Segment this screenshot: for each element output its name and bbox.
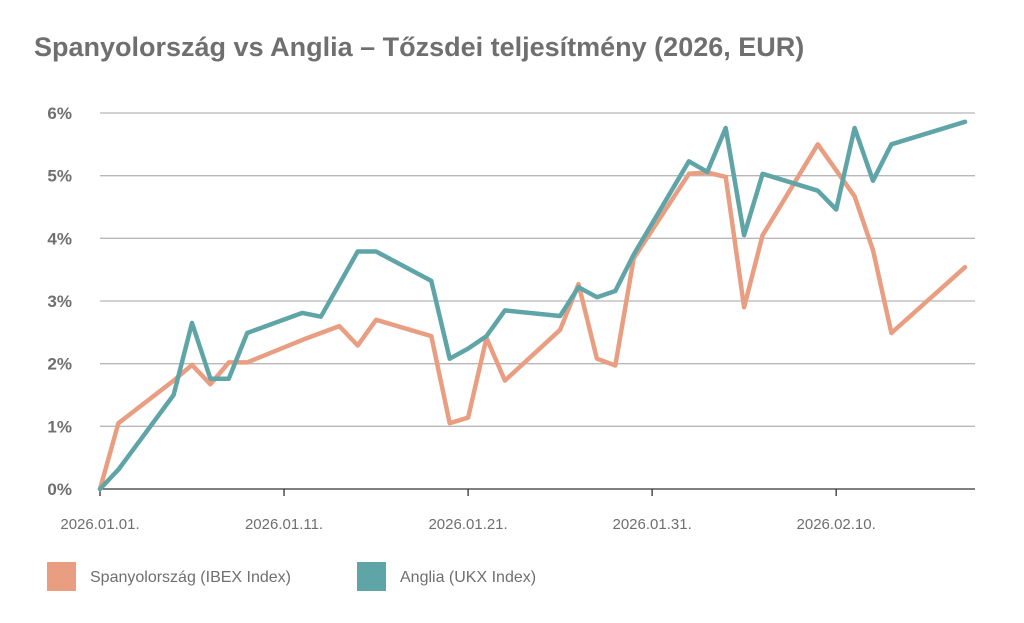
y-tick-label: 2% bbox=[47, 355, 72, 374]
legend-item-1: Spanyolország (IBEX Index) bbox=[47, 562, 291, 591]
series-lines bbox=[97, 119, 968, 492]
y-tick-label: 3% bbox=[47, 292, 72, 311]
legend: Spanyolország (IBEX Index) Anglia (UKX In… bbox=[47, 562, 536, 591]
x-tick-label: 2026.01.01. bbox=[60, 516, 139, 533]
y-axis-ticks: 0% 1% 2% 3% 4% 5% 6% bbox=[47, 104, 72, 499]
y-tick-label: 4% bbox=[47, 229, 72, 248]
y-tick-label: 0% bbox=[47, 480, 72, 499]
legend-label: Spanyolország (IBEX Index) bbox=[90, 569, 291, 586]
legend-swatch bbox=[357, 562, 386, 591]
series-line-2 bbox=[97, 119, 968, 492]
legend-item-2: Anglia (UKX Index) bbox=[357, 562, 536, 591]
y-tick-label: 6% bbox=[47, 104, 72, 123]
x-tick-label: 2026.02.10. bbox=[797, 516, 876, 533]
series-line-1 bbox=[97, 142, 968, 492]
y-tick-label: 5% bbox=[47, 167, 72, 186]
x-tick-label: 2026.01.31. bbox=[613, 516, 692, 533]
legend-label: Anglia (UKX Index) bbox=[400, 569, 536, 586]
x-tick-label: 2026.01.11. bbox=[245, 516, 323, 533]
x-tick-label: 2026.01.21. bbox=[428, 516, 507, 533]
x-axis-ticks: 2026.01.01. 2026.01.11. 2026.01.21. 2026.01… bbox=[60, 489, 876, 533]
y-tick-label: 1% bbox=[47, 417, 72, 436]
legend-swatch bbox=[47, 562, 76, 591]
chart-title: Spanyolország vs Anglia – Tőzsdei teljes… bbox=[34, 32, 804, 62]
